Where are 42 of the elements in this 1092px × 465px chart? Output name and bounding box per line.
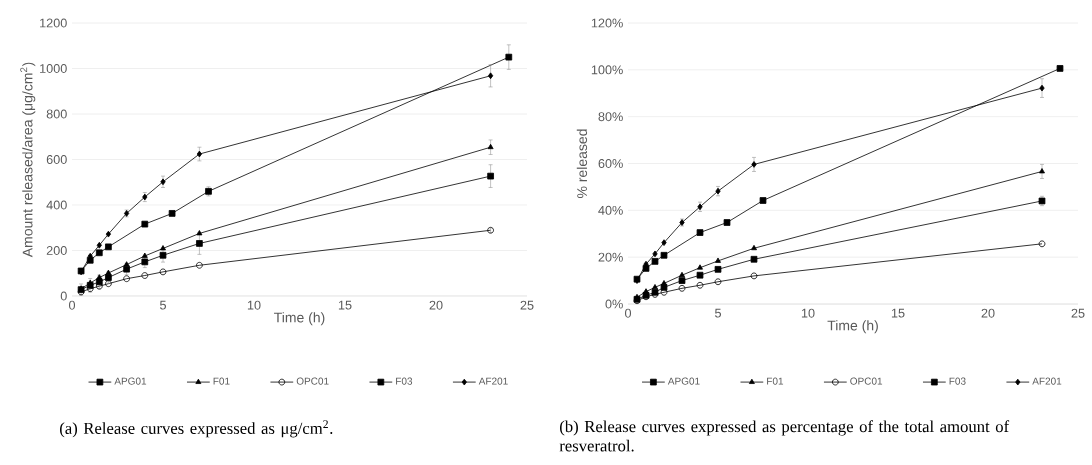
y-tick-label: 400 xyxy=(46,200,67,210)
y-tick-label: 100% xyxy=(591,65,623,75)
x-tick-label: 15 xyxy=(338,300,352,310)
legend-label: F03 xyxy=(396,377,413,385)
text: (a) Release curves expressed as μg/cm$^{2}$. xyxy=(60,420,333,438)
x-axis-title: Time (h) xyxy=(827,320,878,334)
y-tick-label: 800 xyxy=(46,109,67,119)
y-tick-label: 0% xyxy=(605,299,623,309)
y-tick-label: 1200 xyxy=(40,18,67,28)
x-tick-label: 5 xyxy=(159,300,167,310)
y-tick-label: 1000 xyxy=(40,64,67,73)
y-tick-label: 20% xyxy=(598,252,623,262)
legend-label: OPC01 xyxy=(296,377,329,385)
legend-label: OPC01 xyxy=(850,377,883,385)
y-axis-title: Amount released/area (μg/cm$^{2}$) xyxy=(20,62,36,258)
x-tick-label: 10 xyxy=(801,308,815,318)
legend-label: APG01 xyxy=(667,377,700,385)
x-axis-title: Time (h) xyxy=(274,312,325,326)
y-tick-label: 0 xyxy=(60,291,67,301)
y-tick-label: 80% xyxy=(598,112,623,122)
y-tick-label: 40% xyxy=(598,205,623,215)
y-tick-label: 120% xyxy=(591,18,623,28)
x-tick-label: 20 xyxy=(981,308,995,318)
x-tick-label: 25 xyxy=(1071,308,1085,318)
x-tick-label: 0 xyxy=(624,308,632,318)
x-tick-label: 25 xyxy=(520,300,534,310)
text: (b) Release curves expressed as percentage of the total amount of resveratrol. xyxy=(559,420,1010,452)
x-tick-label: 0 xyxy=(68,300,76,310)
x-tick-label: 15 xyxy=(891,308,905,318)
legend-label: F01 xyxy=(767,377,784,385)
y-axis-title: % released xyxy=(576,129,588,199)
x-tick-label: 5 xyxy=(714,308,722,318)
legend-label: AF201 xyxy=(1032,377,1062,385)
y-tick-label: 200 xyxy=(46,246,67,255)
x-tick-label: 20 xyxy=(429,300,443,310)
y-tick-label: 60% xyxy=(598,159,623,168)
x-tick-label: 10 xyxy=(247,300,261,310)
legend-label: AF201 xyxy=(478,377,508,385)
legend-label: APG01 xyxy=(114,377,147,385)
y-tick-label: 600 xyxy=(46,155,67,164)
legend-label: F03 xyxy=(949,377,966,385)
legend-label: F01 xyxy=(213,377,230,385)
